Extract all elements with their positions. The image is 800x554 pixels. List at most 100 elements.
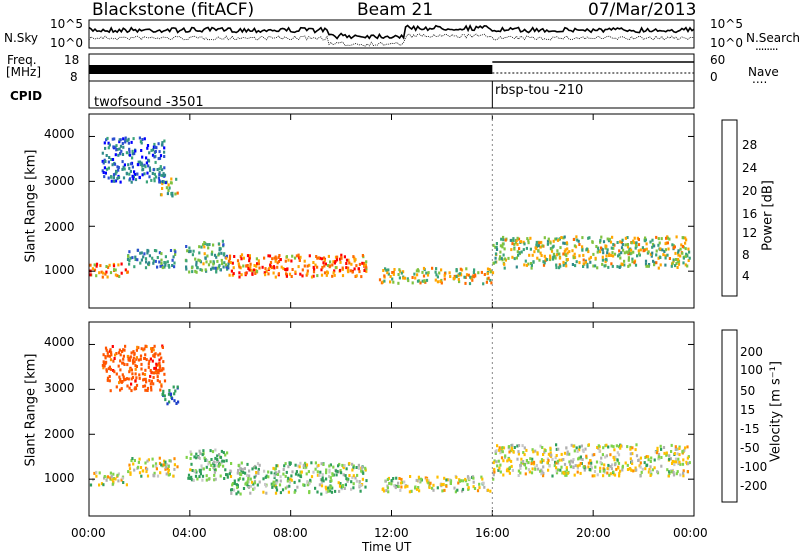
rti-echo-cell [142,255,145,259]
rti-echo-cell [119,151,122,155]
rti-echo-cell [358,480,361,483]
rti-echo-cell [602,474,605,478]
rti-echo-cell [660,456,663,459]
rti-echo-cell [586,262,589,266]
rti-echo-cell [109,271,113,275]
rti-echo-cell [552,252,555,256]
rti-echo-cell [627,249,631,253]
rti-echo-cell [521,444,524,448]
rti-echo-cell [606,467,609,471]
rti-echo-cell [555,443,558,447]
rti-echo-cell [213,478,216,482]
rti-echo-cell [315,255,318,258]
rti-echo-cell [250,268,253,272]
rti-echo-cell [317,256,320,260]
rti-echo-cell [340,487,343,491]
rti-echo-cell [277,272,280,276]
rti-echo-cell [495,242,498,245]
rti-echo-cell [573,449,576,453]
rti-echo-cell [531,253,534,257]
rti-echo-cell [205,465,208,469]
rti-echo-cell [328,470,331,474]
rti-echo-cell [334,259,337,263]
rti-echo-cell [599,250,602,254]
rti-echo-cell [633,236,636,240]
rti-echo-cell [293,490,296,494]
rti-echo-cell [418,479,421,483]
rti-echo-cell [272,466,275,470]
rti-echo-cell [399,269,402,273]
rti-echo-cell [656,449,659,452]
rti-echo-cell [611,463,614,467]
rti-echo-cell [89,263,92,267]
rti-echo-cell [350,262,353,266]
rti-echo-cell [543,261,546,265]
rti-echo-cell [645,464,648,468]
rti-echo-cell [132,359,135,363]
rti-echo-cell [546,239,550,243]
rti-echo-cell [297,473,300,477]
power-ytick: 1000 [44,263,75,277]
rti-echo-cell [192,249,195,253]
rti-echo-cell [115,385,118,389]
rti-echo-cell [460,273,463,277]
rti-echo-cell [106,275,109,279]
rti-echo-cell [216,458,219,461]
rti-echo-cell [418,489,421,493]
rti-echo-cell [480,270,483,274]
rti-echo-cell [129,367,132,371]
rti-echo-cell [176,191,179,195]
rti-echo-cell [115,144,118,148]
rti-echo-cell [445,484,448,488]
rti-echo-cell [93,471,96,475]
rti-echo-cell [168,400,171,404]
rti-echo-cell [446,478,449,482]
rti-echo-cell [611,264,614,268]
rti-echo-cell [110,351,113,355]
rti-echo-cell [123,348,126,352]
rti-echo-cell [492,261,496,265]
rti-echo-cell [595,460,599,464]
rti-echo-cell [498,448,501,452]
rti-echo-cell [135,357,138,361]
rti-echo-cell [151,172,154,175]
rti-echo-cell [633,241,636,245]
rti-echo-cell [627,264,630,268]
rti-echo-cell [229,469,232,473]
rti-echo-cell [124,138,127,142]
rti-echo-cell [674,264,677,268]
rti-echo-cell [605,254,608,258]
rti-echo-cell [472,480,475,484]
rti-echo-cell [188,246,191,250]
cpid-segment-label: rbsp-tou -210 [495,83,584,98]
rti-echo-cell [237,262,240,266]
rti-echo-cell [114,179,118,183]
rti-echo-cell [531,448,534,452]
rti-echo-cell [455,275,458,279]
rti-echo-cell [224,453,227,457]
rti-echo-cell [449,275,452,278]
rti-echo-cell [169,459,172,463]
rti-echo-cell [240,461,243,465]
rti-echo-cell [163,146,166,150]
rti-echo-cell [651,251,654,255]
rti-echo-cell [589,260,592,264]
rti-echo-cell [351,468,354,472]
rti-echo-cell [248,259,251,263]
rti-echo-cell [132,356,135,360]
rti-echo-cell [119,353,122,357]
rti-echo-cell [389,275,392,278]
rti-echo-cell [156,265,159,269]
rti-echo-cell [336,470,339,473]
rti-echo-cell [657,266,660,270]
rti-echo-cell [166,192,169,196]
rti-echo-cell [653,261,656,265]
rti-echo-cell [682,261,685,265]
rti-echo-cell [632,250,635,254]
rti-echo-cell [156,168,159,171]
rti-echo-cell [247,476,250,480]
rti-echo-cell [185,265,188,269]
rti-echo-cell [190,266,194,270]
rti-echo-cell [424,476,427,480]
rti-echo-cell [298,256,301,260]
